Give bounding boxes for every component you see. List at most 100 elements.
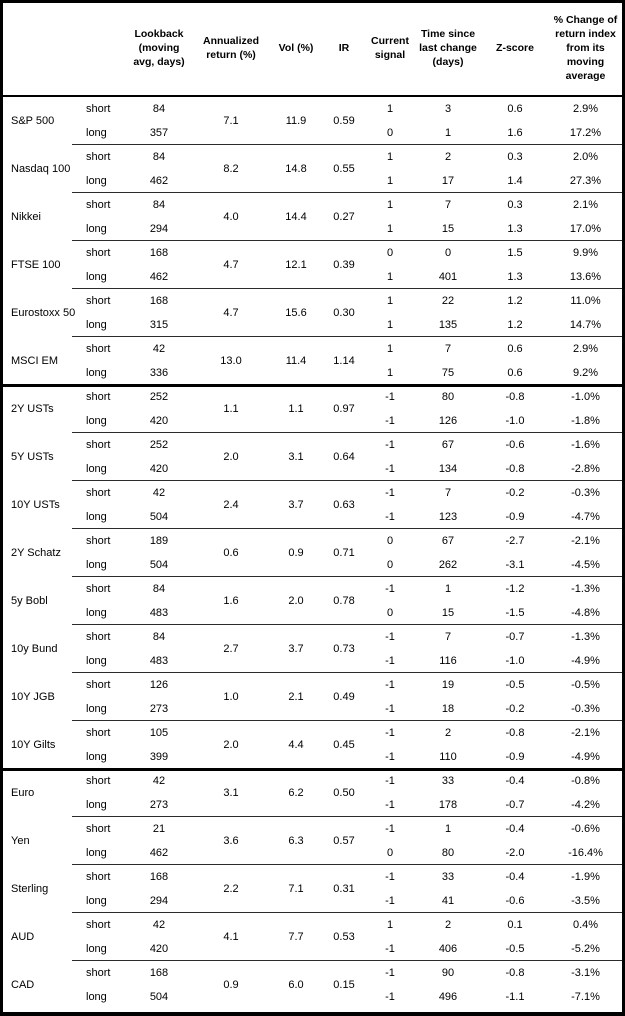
pct-change-value-short: 2.9% [572,103,599,115]
lookback-value-short: 168 [149,871,169,883]
lookback-value-short: 84 [152,103,166,115]
ir-value: 0.30 [333,307,355,319]
signal-value-long: -1 [385,943,395,955]
z-score-value-long: 0.6 [507,367,523,379]
signal-value-long: -1 [385,799,395,811]
z-score-value-short: -0.5 [505,679,525,691]
time-since-value-short: 7 [444,631,452,643]
asset-row-group: MSCI EM short long 42 336 13.0 11.4 1.14… [3,336,622,385]
pct-change-value-short: -0.8% [571,775,600,787]
time-since-value-short: 7 [444,487,452,499]
pct-change-value-short: 2.9% [572,343,599,355]
lookback-value-long: 420 [149,943,169,955]
lookback-value-long: 273 [149,703,169,715]
z-score-value-long: -1.1 [505,991,525,1003]
time-since-value-long: 134 [438,463,458,475]
time-since-value-long: 406 [438,943,458,955]
pct-change-value-short: -0.6% [571,823,600,835]
asset-name: 10Y Gilts [11,739,56,751]
asset-row-group: 5Y USTs short long 252 420 2.0 3.1 0.64 … [3,432,622,481]
annualized-return-value: 0.9 [223,979,239,991]
leg-label-long: long [86,511,107,523]
vol-value: 11.9 [285,115,307,127]
annualized-return-value: 2.0 [223,739,239,751]
signal-value-short: 1 [386,343,394,355]
time-since-value-short: 7 [444,199,452,211]
time-since-value-short: 90 [441,967,455,979]
pct-change-value-long: -4.5% [571,559,600,571]
lookback-value-short: 168 [149,295,169,307]
time-since-value-short: 0 [444,247,452,259]
ir-value: 0.71 [333,547,355,559]
ir-value: 0.45 [333,739,355,751]
time-since-value-short: 33 [441,775,455,787]
z-score-value-short: 0.1 [507,919,523,931]
z-score-value-short: 0.3 [507,199,523,211]
signal-value-long: 1 [386,223,394,235]
signal-value-short: 1 [386,295,394,307]
ir-value: 0.59 [333,115,355,127]
lookback-value-long: 420 [149,463,169,475]
pct-change-value-short: -1.0% [571,391,600,403]
pct-change-value-short: 2.1% [572,199,599,211]
time-since-value-short: 80 [441,391,455,403]
signal-value-long: 0 [386,127,394,139]
time-since-value-long: 75 [441,367,455,379]
asset-name: Nikkei [11,211,41,223]
leg-label-short: short [86,391,111,403]
signal-value-long: 0 [386,559,394,571]
pct-change-value-long: 13.6% [569,271,602,283]
pct-change-value-long: 9.2% [572,367,599,379]
leg-label-short: short [86,487,111,499]
header-time-since: Time since last change (days) [419,28,477,68]
annualized-return-value: 3.6 [223,835,239,847]
pct-change-value-long: -1.8% [571,415,600,427]
time-since-value-short: 19 [441,679,455,691]
leg-label-long: long [86,127,107,139]
time-since-value-short: 7 [444,343,452,355]
leg-label-long: long [86,703,107,715]
leg-label-long: long [86,991,107,1003]
signal-value-long: -1 [385,991,395,1003]
lookback-value-long: 483 [149,655,169,667]
header-ir: IR [338,42,350,55]
lookback-value-short: 42 [152,775,166,787]
time-since-value-long: 178 [438,799,458,811]
signal-value-short: -1 [385,679,395,691]
z-score-value-long: 1.4 [507,175,523,187]
time-since-value-short: 3 [444,103,452,115]
signal-value-short: 1 [386,151,394,163]
asset-row-group: 10Y Gilts short long 105 399 2.0 4.4 0.4… [3,720,622,769]
pct-change-value-long: -0.3% [571,703,600,715]
z-score-value-long: -1.5 [505,607,525,619]
pct-change-value-long: -4.7% [571,511,600,523]
signal-value-short: -1 [385,871,395,883]
asset-row-group: Yen short long 21 462 3.6 6.3 0.57 -1 0 … [3,816,622,865]
ir-value: 0.49 [333,691,355,703]
leg-label-short: short [86,631,111,643]
annualized-return-value: 1.0 [223,691,239,703]
z-score-value-long: -0.9 [505,511,525,523]
pct-change-value-short: -2.1% [571,727,600,739]
time-since-value-long: 80 [441,847,455,859]
time-since-value-short: 33 [441,871,455,883]
signal-value-long: 1 [386,367,394,379]
signal-value-short: 0 [386,535,394,547]
leg-label-short: short [86,199,111,211]
z-score-value-short: 0.6 [507,103,523,115]
z-score-value-short: 0.3 [507,151,523,163]
z-score-value-short: -0.8 [505,967,525,979]
ir-value: 0.55 [333,163,355,175]
annualized-return-value: 2.0 [223,451,239,463]
annualized-return-value: 4.7 [223,307,239,319]
z-score-value-long: -3.1 [505,559,525,571]
lookback-value-short: 252 [149,391,169,403]
signal-value-long: 1 [386,175,394,187]
lookback-value-short: 168 [149,967,169,979]
lookback-value-short: 42 [152,919,166,931]
time-since-value-short: 67 [441,535,455,547]
signal-value-long: 1 [386,271,394,283]
signal-value-short: -1 [385,583,395,595]
asset-name: AUD [11,931,35,943]
table-body: S&P 500 short long 84 357 7.1 11.9 0.59 … [3,97,622,1012]
